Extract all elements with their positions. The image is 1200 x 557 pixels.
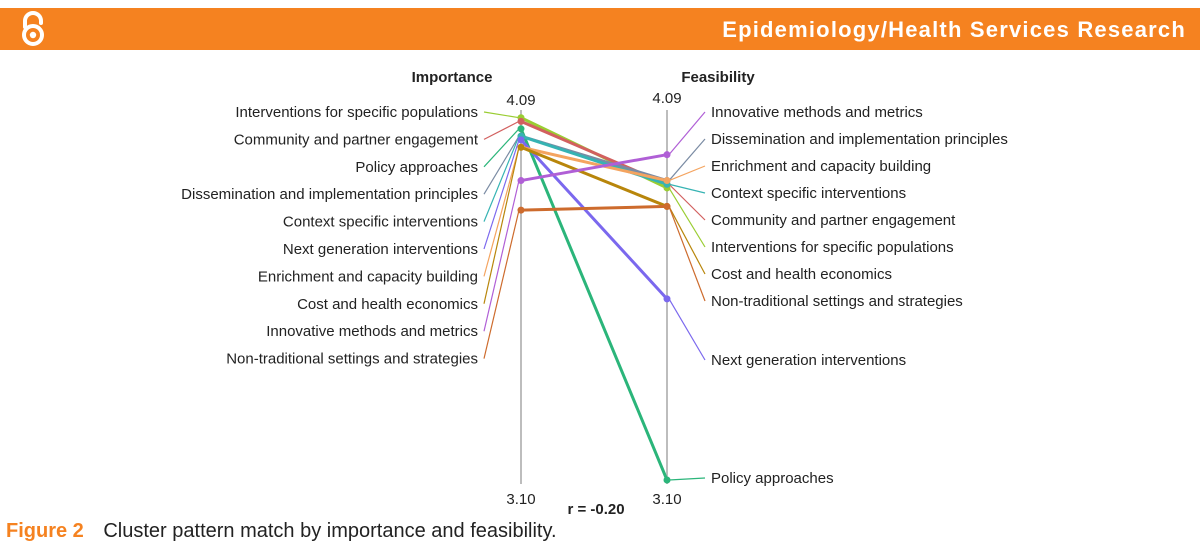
right-label-innovative-methods-and-metrics: Innovative methods and metrics [711,104,923,121]
importance-point-innovative-methods-and-metrics [517,177,525,185]
importance-point-policy-approaches [517,125,525,133]
left-label-innovative-methods-and-metrics: Innovative methods and metrics [266,323,478,340]
right-label-cost-and-health-economics: Cost and health economics [711,266,892,283]
right-label-next-generation-interventions: Next generation interventions [711,352,906,369]
importance-point-community-and-partner-engagement [517,117,525,125]
left-label-cost-and-health-economics: Cost and health economics [297,296,478,313]
feasibility-min-label: 3.10 [652,491,681,508]
left-leader-community-and-partner-engagement [483,120,520,140]
feasibility-point-enrichment-and-capacity-building [663,177,671,185]
right-leader-enrichment-and-capacity-building [668,165,706,182]
right-label-non-traditional-settings-and-strategies: Non-traditional settings and strategies [711,293,963,310]
right-leader-dissemination-and-implementation-principles [668,138,706,181]
left-label-interventions-for-specific-populations: Interventions for specific populations [235,104,478,121]
left-leader-next-generation-interventions [483,139,520,250]
importance-point-next-generation-interventions [517,136,525,144]
right-label-context-specific-interventions: Context specific interventions [711,185,906,202]
left-leader-enrichment-and-capacity-building [483,147,520,277]
figure-label: Figure 2 [6,520,84,542]
section-title: Epidemiology/Health Services Research [722,17,1186,42]
slope-line-policy-approaches [519,127,669,482]
left-label-dissemination-and-implementation-principles: Dissemination and implementation princip… [181,186,478,203]
right-label-enrichment-and-capacity-building: Enrichment and capacity building [711,158,931,175]
slope-line-non-traditional-settings-and-strategies [519,204,669,212]
left-label-policy-approaches: Policy approaches [355,159,478,176]
right-leader-innovative-methods-and-metrics [668,111,706,156]
figure-caption: Figure 2 Cluster pattern match by import… [6,520,557,543]
right-leader-cost-and-health-economics [668,206,706,275]
left-label-next-generation-interventions: Next generation interventions [283,241,478,258]
right-leader-policy-approaches [668,477,706,481]
right-label-community-and-partner-engagement: Community and partner engagement [711,212,956,229]
importance-min-label: 3.10 [506,491,535,508]
slope-line-cost-and-health-economics [519,145,669,208]
feasibility-max-label: 4.09 [652,90,681,107]
left-leader-policy-approaches [483,128,520,168]
left-leader-dissemination-and-implementation-principles [483,135,520,195]
right-label-dissemination-and-implementation-principles: Dissemination and implementation princip… [711,131,1008,148]
importance-point-cost-and-health-economics [517,143,525,151]
right-leader-context-specific-interventions [668,183,706,194]
right-leader-interventions-for-specific-populations [668,187,706,248]
feasibility-point-non-traditional-settings-and-strategies [663,202,671,210]
left-leader-context-specific-interventions [483,135,520,222]
left-leader-cost-and-health-economics [483,147,520,304]
importance-max-label: 4.09 [506,92,535,109]
left-leader-non-traditional-settings-and-strategies [483,209,520,359]
slope-line-innovative-methods-and-metrics [519,153,669,183]
feasibility-point-innovative-methods-and-metrics [663,151,671,159]
right-label-interventions-for-specific-populations: Interventions for specific populations [711,239,954,256]
right-leader-next-generation-interventions [668,298,706,361]
slope-line-next-generation-interventions [519,138,669,301]
feasibility-point-next-generation-interventions [663,295,671,303]
feasibility-axis-title: Feasibility [681,69,755,86]
feasibility-point-policy-approaches [663,476,671,484]
left-label-context-specific-interventions: Context specific interventions [283,214,478,231]
left-leader-innovative-methods-and-metrics [483,180,520,332]
left-leader-interventions-for-specific-populations [483,111,520,119]
importance-point-non-traditional-settings-and-strategies [517,206,525,214]
left-label-community-and-partner-engagement: Community and partner engagement [234,131,479,148]
correlation-label: r = -0.20 [567,501,624,518]
open-access-icon [22,11,44,46]
right-leader-non-traditional-settings-and-strategies [668,206,706,302]
importance-axis-title: Importance [412,69,493,86]
right-leader-community-and-partner-engagement [668,183,706,221]
left-label-enrichment-and-capacity-building: Enrichment and capacity building [258,268,478,285]
left-label-non-traditional-settings-and-strategies: Non-traditional settings and strategies [226,351,478,368]
header-banner: Epidemiology/Health Services Research [0,8,1200,50]
slope-line-enrichment-and-capacity-building [519,145,669,183]
caption-text: Cluster pattern match by importance and … [103,520,557,542]
right-label-policy-approaches: Policy approaches [711,470,834,487]
